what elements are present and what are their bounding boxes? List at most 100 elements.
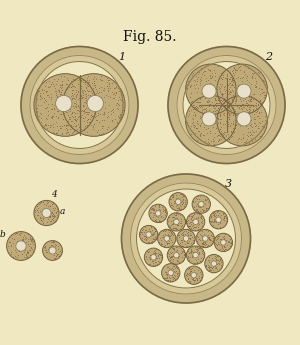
Point — [242, 71, 247, 76]
Point — [153, 258, 158, 263]
Point — [65, 97, 70, 103]
Point — [194, 207, 199, 212]
Point — [249, 75, 254, 81]
Point — [48, 218, 52, 224]
Point — [50, 102, 55, 107]
Point — [187, 278, 191, 284]
Point — [70, 119, 75, 124]
Point — [252, 116, 257, 122]
Point — [202, 124, 207, 130]
Point — [26, 231, 31, 237]
Point — [154, 217, 158, 222]
Point — [142, 234, 147, 239]
Point — [178, 206, 183, 212]
Point — [203, 241, 208, 247]
Point — [106, 83, 111, 89]
Point — [254, 97, 258, 102]
Point — [159, 237, 164, 242]
Point — [222, 104, 227, 110]
Point — [169, 253, 174, 258]
Point — [18, 232, 22, 238]
Point — [192, 218, 197, 224]
Point — [80, 90, 85, 95]
Point — [230, 73, 235, 79]
Point — [186, 275, 191, 281]
Point — [187, 224, 192, 229]
Point — [20, 251, 25, 257]
Point — [13, 231, 17, 237]
Point — [56, 101, 60, 106]
Point — [170, 255, 175, 260]
Point — [198, 268, 203, 274]
Point — [210, 265, 214, 270]
Point — [120, 97, 124, 103]
Point — [152, 228, 157, 234]
Point — [147, 253, 152, 258]
Point — [167, 232, 172, 238]
Point — [118, 111, 123, 117]
Point — [73, 103, 78, 109]
Circle shape — [56, 95, 72, 112]
Text: b: b — [0, 230, 5, 239]
Point — [215, 63, 220, 69]
Point — [200, 220, 205, 226]
Point — [197, 132, 202, 137]
Point — [214, 256, 218, 262]
Point — [35, 112, 40, 117]
Point — [245, 109, 250, 115]
Point — [40, 220, 45, 225]
Point — [55, 78, 60, 83]
Point — [164, 271, 169, 276]
Point — [186, 82, 191, 87]
Point — [168, 254, 173, 259]
Point — [74, 91, 79, 97]
Point — [152, 213, 157, 218]
Point — [67, 131, 72, 136]
Point — [214, 214, 219, 219]
Point — [70, 123, 75, 129]
Point — [192, 224, 197, 229]
Point — [212, 263, 217, 269]
Point — [237, 64, 242, 70]
Point — [50, 212, 54, 218]
Point — [52, 219, 57, 225]
Point — [163, 227, 168, 233]
Point — [258, 97, 263, 102]
Point — [244, 90, 248, 95]
Point — [191, 102, 196, 108]
Point — [28, 241, 33, 247]
Point — [52, 239, 57, 245]
Point — [221, 247, 226, 252]
Point — [162, 216, 167, 222]
Point — [79, 78, 83, 84]
Point — [164, 271, 168, 276]
Point — [247, 106, 252, 111]
Point — [164, 275, 168, 280]
Point — [188, 266, 192, 272]
Point — [105, 77, 110, 83]
Point — [200, 248, 205, 254]
Point — [214, 86, 219, 91]
Circle shape — [155, 211, 161, 216]
Point — [241, 131, 246, 136]
Point — [162, 276, 167, 281]
Point — [217, 215, 222, 220]
Point — [180, 243, 184, 248]
Point — [176, 255, 181, 260]
Point — [252, 116, 256, 121]
Point — [241, 108, 246, 114]
Point — [78, 119, 83, 124]
Point — [231, 118, 236, 124]
Point — [84, 84, 89, 90]
Point — [49, 115, 54, 120]
Point — [193, 81, 198, 87]
Point — [50, 206, 55, 211]
Point — [153, 259, 158, 265]
Point — [99, 74, 104, 79]
Point — [176, 251, 181, 256]
Point — [74, 89, 79, 95]
Point — [225, 73, 230, 79]
Point — [78, 95, 82, 101]
Point — [47, 250, 52, 255]
Point — [39, 115, 44, 120]
